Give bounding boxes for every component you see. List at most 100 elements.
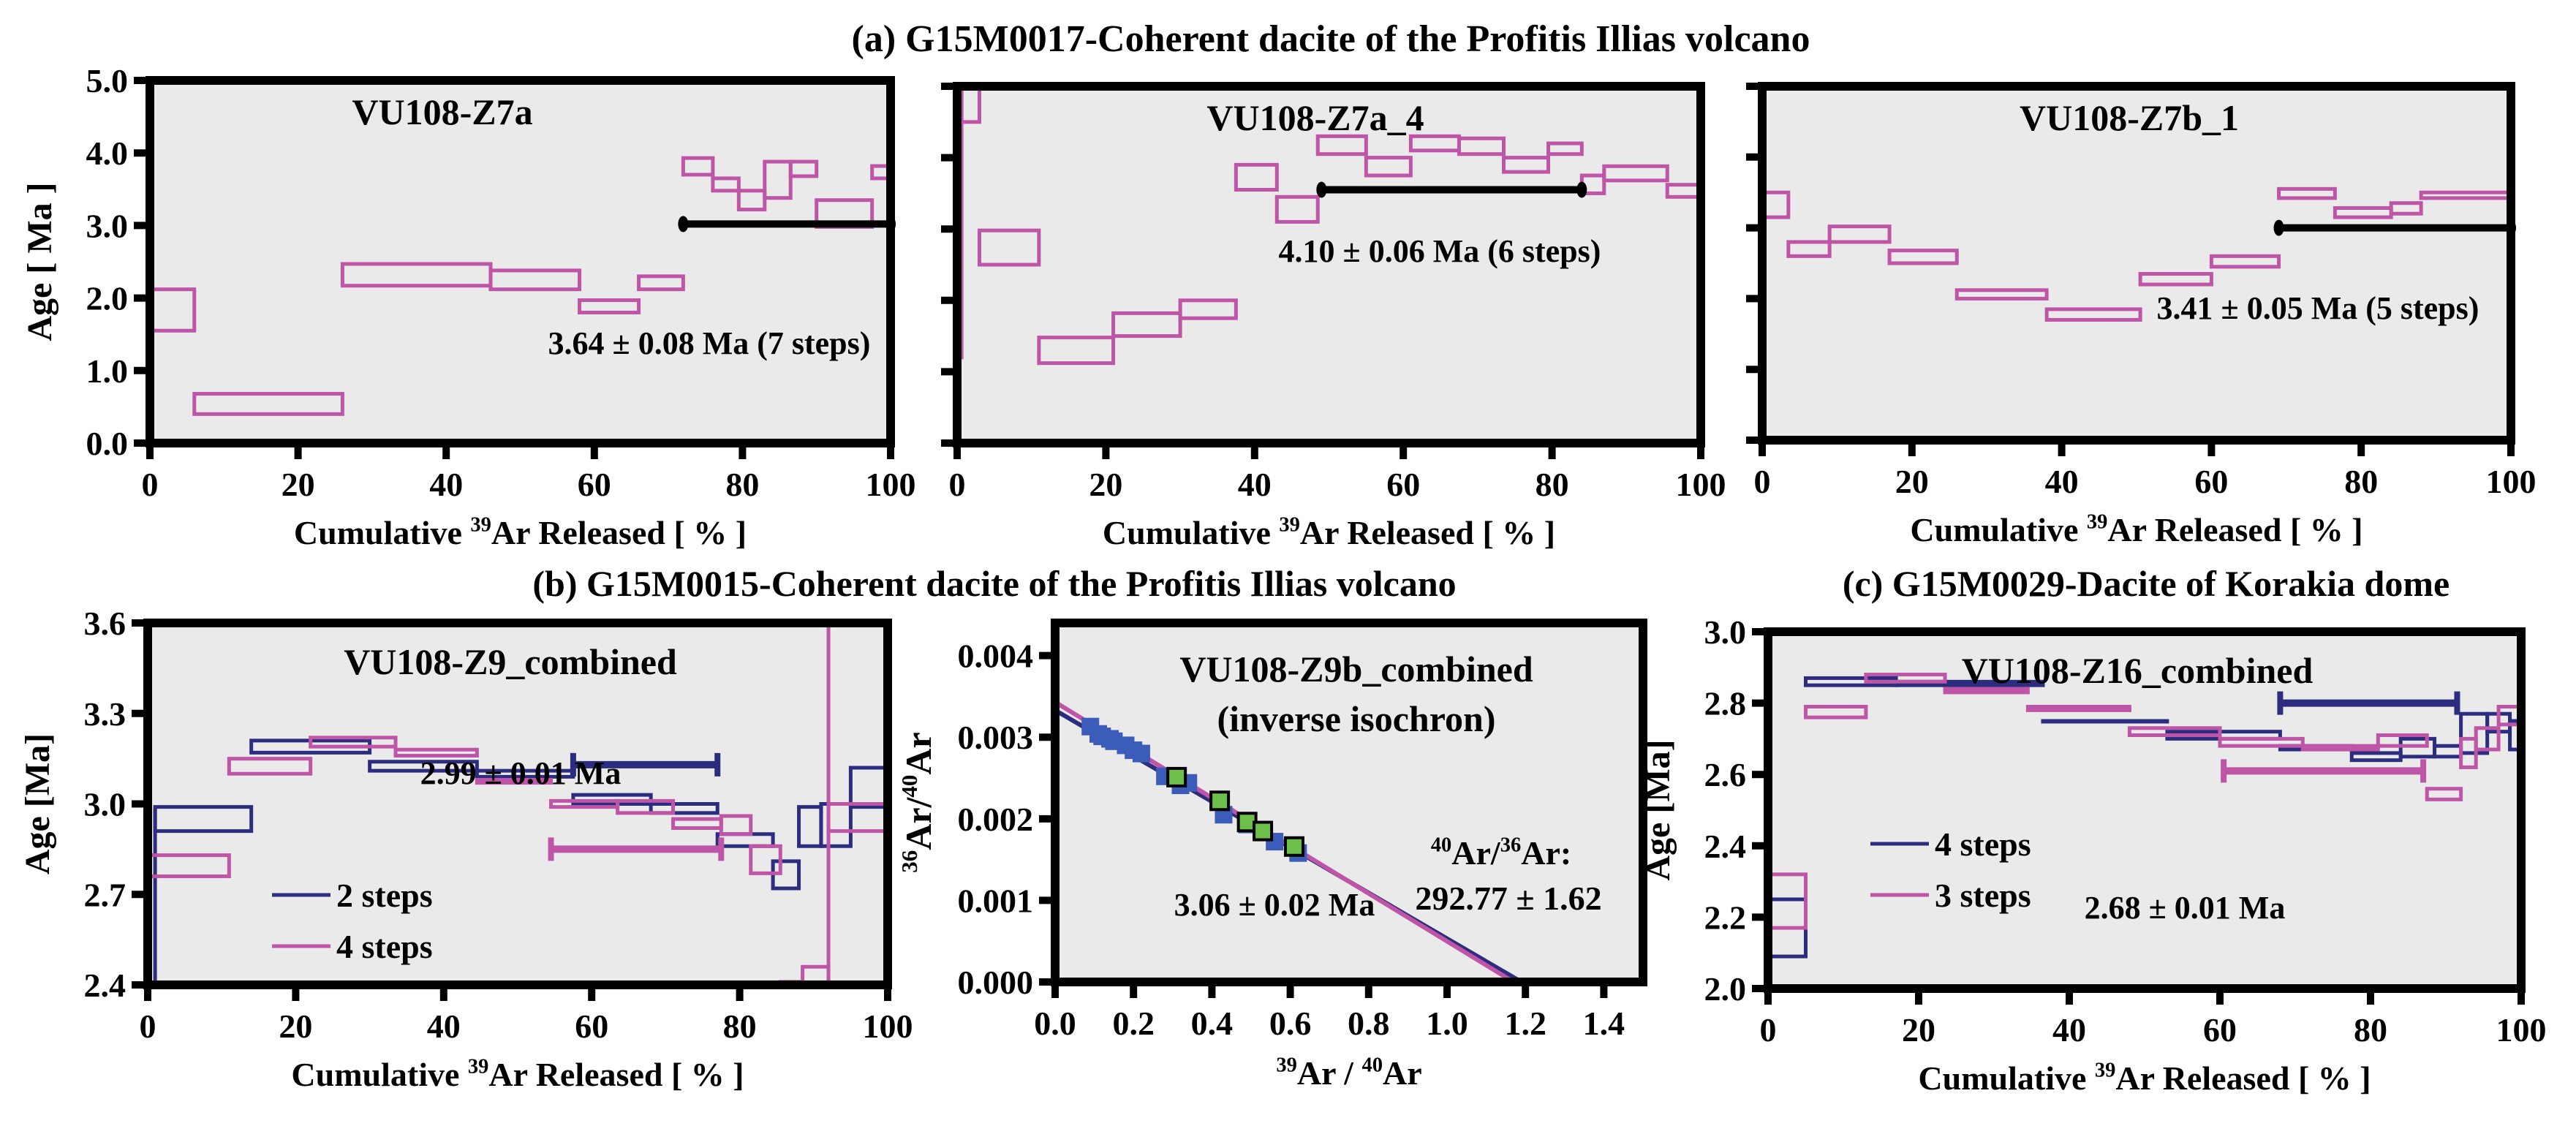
y-axis-label-part: 40 [896, 775, 922, 798]
y-tick-label: 3.6 [84, 605, 126, 642]
data-point-green-0 [1166, 766, 1187, 787]
plateau-cap-0-1 [1576, 181, 1587, 198]
y-tick-label: 2.0 [86, 280, 129, 317]
step-3-steps-12 [2496, 704, 2521, 727]
legend-item: 2 steps [272, 877, 433, 914]
ratio-label-part: 40 [1431, 834, 1452, 857]
x-tick-label: 40 [2052, 1011, 2086, 1048]
y-axis-label-part: Ar/ [898, 796, 939, 850]
ratio-label-part: Ar: [1521, 834, 1571, 872]
step-steps-9 [1364, 156, 1413, 178]
y-tick-label: 0.004 [958, 638, 1034, 675]
legend-item: 4 steps [1870, 825, 2031, 863]
plot-marks [150, 156, 891, 416]
ratio-value: 292.77 ± 1.62 [1415, 880, 1601, 917]
y-tick-label: 0.002 [958, 801, 1034, 838]
x-tick-label: 0.6 [1269, 1005, 1312, 1042]
step-3-steps-6 [2218, 736, 2305, 748]
plot-area [957, 86, 1701, 443]
x-tick-label: 20 [282, 466, 315, 503]
x-axis-label-part: Cumulative [1918, 1059, 2095, 1097]
x-axis-label-part: Ar Released [ % ] [2107, 511, 2362, 548]
x-axis-label-part: Ar [1383, 1054, 1422, 1092]
x-axis-label-part: 39 [1279, 514, 1300, 537]
y-tick-label: 1.0 [86, 352, 129, 390]
ratio-label-part: Ar/ [1451, 834, 1501, 872]
panel-title: VU108-Z7b_1 [2020, 97, 2239, 138]
x-axis-label-part: 39 [468, 1056, 489, 1078]
step-4-steps-4 [475, 778, 554, 785]
y-axis-label-part: Ar [898, 732, 939, 774]
plot-area [150, 80, 891, 443]
panel-c: 0 20 40 60 80 100 2.0 2.2 2.4 2.6 2.8 3.0 Cumulative… [1639, 613, 2547, 1097]
step-4-steps-8 [719, 814, 753, 836]
plateau-cap-0-0 [1316, 181, 1327, 198]
plot-frame [1764, 627, 2526, 993]
plot-marks [1762, 186, 2511, 322]
x-axis-label: Cumulative 39Ar Released [ % ] [294, 514, 747, 551]
step-3-steps-9 [2425, 787, 2463, 801]
step-3-steps-5 [2127, 726, 2222, 738]
step-steps-2 [978, 228, 1041, 267]
y-axis-label: Age [Ma] [18, 733, 57, 874]
step-steps-1 [192, 392, 344, 416]
plateau-age-annotation: 4.10 ± 0.06 Ma (6 steps) [1279, 233, 1601, 269]
x-axis-label-part: Cumulative [294, 514, 471, 551]
step-3-steps-1 [1804, 704, 1868, 719]
step-steps-8 [2277, 186, 2337, 200]
x-tick-label: 100 [2486, 463, 2537, 500]
step-steps-8 [1315, 134, 1368, 156]
plot-frame [146, 76, 895, 447]
ratio-label: 40Ar/36Ar: [1431, 834, 1571, 872]
step-4-steps-11 [2508, 719, 2521, 752]
step-3-steps-7 [2300, 744, 2380, 752]
plot-marks [1055, 700, 1523, 982]
step-steps-5 [637, 274, 685, 292]
x-axis-label-part: 39 [1276, 1054, 1297, 1077]
step-3-steps-4 [2025, 704, 2131, 712]
panel-title: VU108-Z9b_combined [1179, 649, 1533, 689]
panel-title: VU108-Z16_combined [1962, 650, 2314, 691]
y-tick-label: 0.003 [958, 719, 1034, 756]
plateau-age-annotation: 2.68 ± 0.01 Ma [2085, 890, 2286, 926]
x-tick-label: 0.0 [1034, 1005, 1076, 1042]
plateau-cap-0-0 [678, 216, 689, 233]
plateau-age-annotation: 3.64 ± 0.08 Ma (7 steps) [548, 325, 871, 361]
x-tick-label: 0 [949, 466, 966, 503]
x-tick-label: 80 [1536, 466, 1569, 503]
step-4-steps-0 [148, 853, 231, 878]
x-tick-label: 60 [1386, 466, 1420, 503]
panel-title: VU108-Z9_combined [344, 641, 677, 682]
step-2-steps-5 [649, 802, 719, 815]
step-3-steps-10 [2459, 736, 2478, 769]
x-axis-label: Cumulative 39Ar Released [ % ] [1910, 511, 2362, 548]
y-axis-label-part: 36 [896, 850, 922, 873]
panel-b2: 0.0 0.2 0.4 0.6 0.8 1.0 1.2 1.4 0.000 0.001 0.002 0… [896, 619, 1647, 1092]
plot-area [1762, 86, 2511, 440]
step-steps-0 [150, 287, 197, 333]
x-tick-label: 40 [2045, 463, 2079, 500]
step-steps-9 [763, 159, 793, 200]
y-tick-label: 0.001 [958, 882, 1034, 919]
plot-marks [1768, 673, 2521, 959]
y-tick-label: 2.4 [84, 967, 126, 1004]
x-tick-label: 1.2 [1504, 1005, 1546, 1042]
x-axis-label-part: Cumulative [291, 1056, 468, 1093]
group-title-c: (c) G15M0029-Dacite of Korakia dome [1843, 563, 2450, 604]
data-point-green-3 [1253, 820, 1274, 842]
x-axis-label-part: Ar Released [ % ] [2115, 1059, 2371, 1097]
x-tick-label: 40 [429, 466, 463, 503]
step-steps-3 [1037, 336, 1116, 366]
step-steps-12 [870, 164, 891, 181]
panel-title: VU108-Z7a_4 [1206, 97, 1424, 138]
step-steps-15 [1602, 164, 1669, 183]
x-axis-label-part: 39 [2087, 511, 2108, 534]
y-axis-label-group: 36Ar/40Ar [896, 732, 939, 873]
legend-label: 2 steps [336, 877, 433, 914]
y-axis-label: 36Ar/40Ar [896, 732, 939, 873]
legend-label: 4 steps [336, 928, 433, 965]
step-steps-4 [1954, 288, 2049, 301]
x-tick-label: 20 [1895, 463, 1929, 500]
x-axis-label-part: Ar Released [ % ] [491, 514, 747, 551]
